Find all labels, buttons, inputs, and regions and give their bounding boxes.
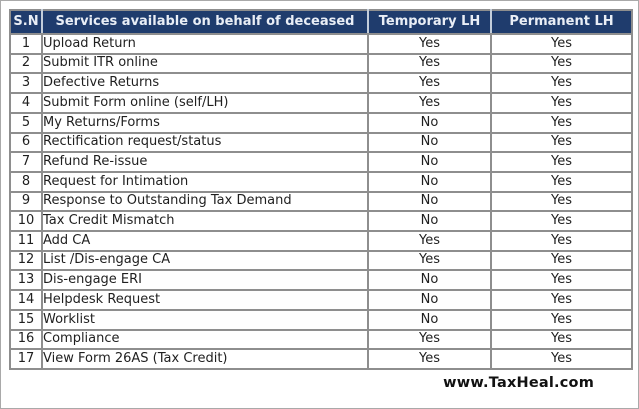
- cell-service-name: My Returns/Forms: [41, 111, 369, 134]
- table-row: 17 View Form 26AS (Tax Credit) Yes Yes: [9, 348, 633, 370]
- cell-service-name: Add CA: [41, 230, 369, 252]
- table-row: 6 Rectification request/status No Yes: [9, 131, 633, 154]
- cell-permanent-lh: Yes: [490, 111, 633, 134]
- cell-permanent-lh: Yes: [490, 230, 633, 252]
- cell-service-name: Submit ITR online: [41, 52, 369, 75]
- column-header-sn: S.N: [9, 9, 43, 35]
- table-header: S.N Services available on behalf of dece…: [9, 9, 633, 35]
- cell-serial-number: 16: [9, 328, 43, 351]
- table-row: 14 Helpdesk Request No Yes: [9, 289, 633, 311]
- cell-service-name: Defective Returns: [41, 72, 369, 95]
- cell-permanent-lh: Yes: [490, 151, 633, 173]
- table-row: 1 Upload Return Yes Yes: [9, 33, 633, 55]
- services-table: S.N Services available on behalf of dece…: [9, 9, 633, 370]
- cell-serial-number: 15: [9, 308, 43, 331]
- table-row: 9 Response to Outstanding Tax Demand No …: [9, 190, 633, 213]
- cell-permanent-lh: Yes: [490, 170, 633, 193]
- cell-service-name: Helpdesk Request: [41, 289, 369, 311]
- table-row: 15 Worklist No Yes: [9, 308, 633, 331]
- cell-temporary-lh: Yes: [367, 52, 492, 75]
- cell-serial-number: 4: [9, 92, 43, 114]
- cell-temporary-lh: Yes: [367, 92, 492, 114]
- cell-temporary-lh: Yes: [367, 230, 492, 252]
- cell-serial-number: 9: [9, 190, 43, 213]
- table-row: 11 Add CA Yes Yes: [9, 230, 633, 252]
- cell-temporary-lh: Yes: [367, 328, 492, 351]
- cell-temporary-lh: No: [367, 269, 492, 292]
- cell-temporary-lh: Yes: [367, 348, 492, 370]
- cell-temporary-lh: Yes: [367, 33, 492, 55]
- cell-service-name: Tax Credit Mismatch: [41, 210, 369, 233]
- cell-service-name: Refund Re-issue: [41, 151, 369, 173]
- cell-service-name: Worklist: [41, 308, 369, 331]
- cell-serial-number: 10: [9, 210, 43, 233]
- cell-temporary-lh: No: [367, 170, 492, 193]
- cell-temporary-lh: No: [367, 190, 492, 213]
- cell-permanent-lh: Yes: [490, 249, 633, 272]
- cell-serial-number: 13: [9, 269, 43, 292]
- cell-temporary-lh: No: [367, 289, 492, 311]
- table-row: 7 Refund Re-issue No Yes: [9, 151, 633, 173]
- column-header-permanent: Permanent LH: [490, 9, 633, 35]
- table-row: 3 Defective Returns Yes Yes: [9, 72, 633, 95]
- cell-service-name: View Form 26AS (Tax Credit): [41, 348, 369, 370]
- cell-temporary-lh: No: [367, 308, 492, 331]
- table-row: 13 Dis-engage ERI No Yes: [9, 269, 633, 292]
- column-header-temporary: Temporary LH: [367, 9, 492, 35]
- table-body: 1 Upload Return Yes Yes 2 Submit ITR onl…: [9, 33, 633, 370]
- cell-serial-number: 11: [9, 230, 43, 252]
- cell-service-name: Request for Intimation: [41, 170, 369, 193]
- table-header-row: S.N Services available on behalf of dece…: [9, 9, 633, 35]
- cell-temporary-lh: No: [367, 210, 492, 233]
- table-row: 8 Request for Intimation No Yes: [9, 170, 633, 193]
- taxheal-website-link[interactable]: www.TaxHeal.com: [443, 375, 594, 391]
- cell-permanent-lh: Yes: [490, 131, 633, 154]
- cell-permanent-lh: Yes: [490, 348, 633, 370]
- cell-serial-number: 8: [9, 170, 43, 193]
- cell-serial-number: 17: [9, 348, 43, 370]
- table-row: 5 My Returns/Forms No Yes: [9, 111, 633, 134]
- cell-serial-number: 14: [9, 289, 43, 311]
- table-row: 10 Tax Credit Mismatch No Yes: [9, 210, 633, 233]
- cell-temporary-lh: No: [367, 151, 492, 173]
- cell-permanent-lh: Yes: [490, 33, 633, 55]
- cell-service-name: Upload Return: [41, 33, 369, 55]
- cell-permanent-lh: Yes: [490, 72, 633, 95]
- cell-serial-number: 6: [9, 131, 43, 154]
- table-row: 16 Compliance Yes Yes: [9, 328, 633, 351]
- cell-serial-number: 12: [9, 249, 43, 272]
- cell-permanent-lh: Yes: [490, 269, 633, 292]
- cell-temporary-lh: Yes: [367, 249, 492, 272]
- cell-serial-number: 1: [9, 33, 43, 55]
- cell-permanent-lh: Yes: [490, 210, 633, 233]
- table-row: 2 Submit ITR online Yes Yes: [9, 52, 633, 75]
- cell-permanent-lh: Yes: [490, 289, 633, 311]
- table-row: 12 List /Dis-engage CA Yes Yes: [9, 249, 633, 272]
- cell-temporary-lh: No: [367, 131, 492, 154]
- cell-permanent-lh: Yes: [490, 328, 633, 351]
- cell-service-name: List /Dis-engage CA: [41, 249, 369, 272]
- cell-service-name: Submit Form online (self/LH): [41, 92, 369, 114]
- cell-service-name: Response to Outstanding Tax Demand: [41, 190, 369, 213]
- cell-temporary-lh: Yes: [367, 72, 492, 95]
- cell-permanent-lh: Yes: [490, 52, 633, 75]
- cell-serial-number: 5: [9, 111, 43, 134]
- cell-serial-number: 2: [9, 52, 43, 75]
- cell-service-name: Dis-engage ERI: [41, 269, 369, 292]
- cell-serial-number: 7: [9, 151, 43, 173]
- cell-temporary-lh: No: [367, 111, 492, 134]
- cell-service-name: Compliance: [41, 328, 369, 351]
- cell-permanent-lh: Yes: [490, 190, 633, 213]
- table-row: 4 Submit Form online (self/LH) Yes Yes: [9, 92, 633, 114]
- cell-permanent-lh: Yes: [490, 308, 633, 331]
- column-header-services: Services available on behalf of deceased: [41, 9, 369, 35]
- cell-serial-number: 3: [9, 72, 43, 95]
- cell-permanent-lh: Yes: [490, 92, 633, 114]
- cell-service-name: Rectification request/status: [41, 131, 369, 154]
